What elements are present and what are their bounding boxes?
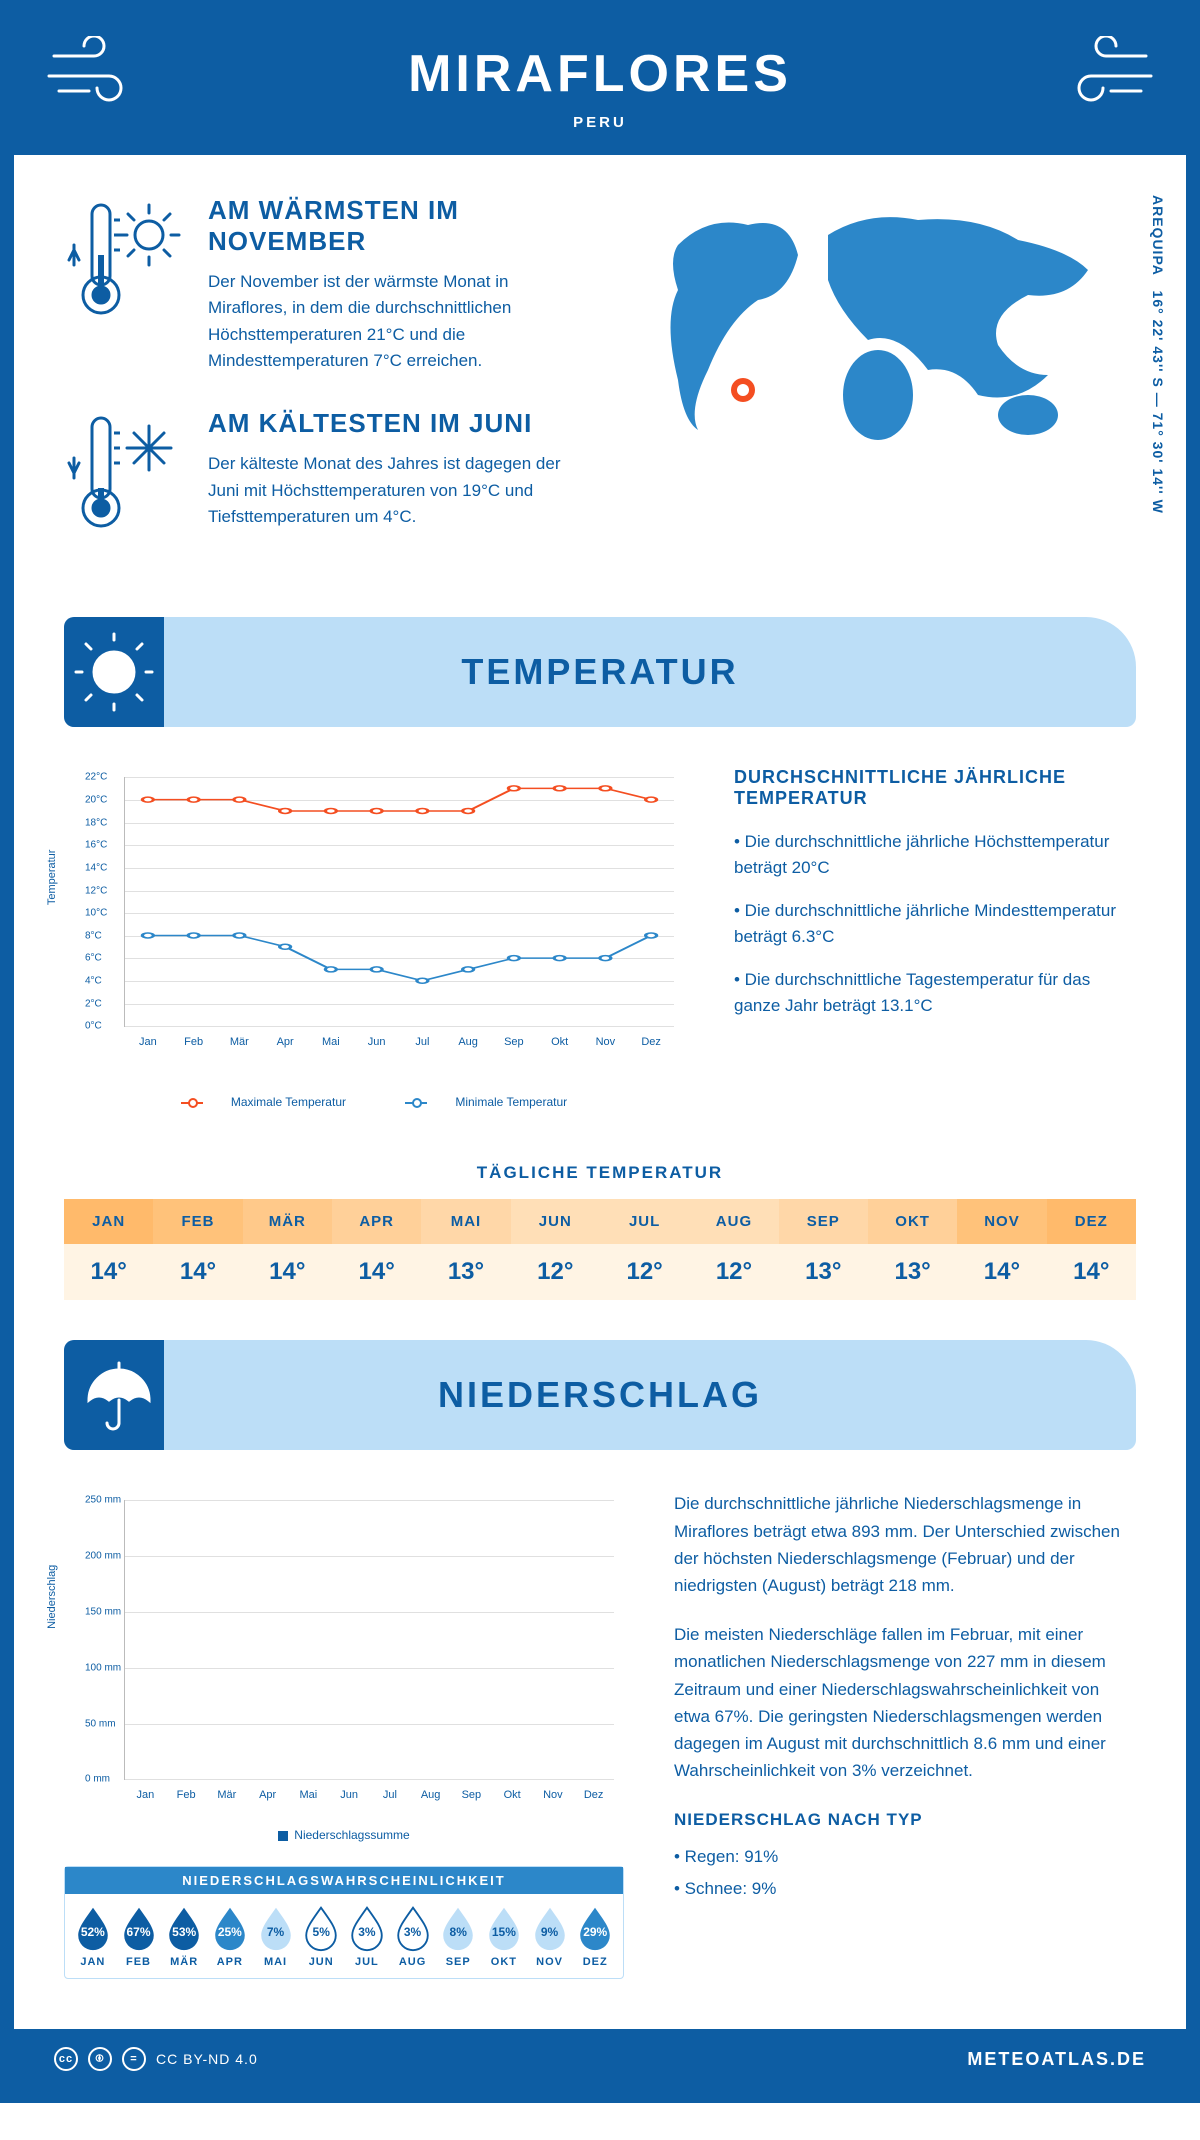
temperature-summary: DURCHSCHNITTLICHE JÄHRLICHE TEMPERATUR •… xyxy=(734,767,1136,1109)
precipitation-probability: NIEDERSCHLAGSWAHRSCHEINLICHKEIT 52% JAN … xyxy=(64,1866,624,1979)
section-banner-temperature: TEMPERATUR xyxy=(64,617,1136,727)
drop-icon: 9% xyxy=(531,1904,569,1952)
precipitation-bar-chart: Niederschlag JanFebMärAprMaiJunJulAugSep… xyxy=(64,1490,624,1820)
daily-temp-title: TÄGLICHE TEMPERATUR xyxy=(14,1163,1186,1183)
coordinates: AREQUIPA 16° 22' 43'' S — 71° 30' 14'' W xyxy=(1150,195,1166,514)
warmest-title: AM WÄRMSTEN IM NOVEMBER xyxy=(208,195,580,257)
drop-icon: 8% xyxy=(439,1904,477,1952)
coldest-title: AM KÄLTESTEN IM JUNI xyxy=(208,408,580,439)
nd-icon: = xyxy=(122,2047,146,2071)
chart-legend: Maximale Temperatur Minimale Temperatur xyxy=(64,1095,684,1109)
warmest-block: AM WÄRMSTEN IM NOVEMBER Der November ist… xyxy=(64,195,580,374)
drop-icon: 29% xyxy=(576,1904,614,1952)
drop-icon: 53% xyxy=(165,1904,203,1952)
sun-icon xyxy=(64,617,164,727)
cc-icon: cc xyxy=(54,2047,78,2071)
drop-icon: 7% xyxy=(257,1904,295,1952)
umbrella-icon xyxy=(64,1340,164,1450)
daily-temp-table: JANFEBMÄRAPRMAIJUNJULAUGSEPOKTNOVDEZ 14°… xyxy=(64,1199,1136,1300)
drop-icon: 67% xyxy=(120,1904,158,1952)
page-subtitle: PERU xyxy=(34,114,1166,131)
wind-icon xyxy=(1046,36,1156,111)
footer: cc 🅯 = CC BY-ND 4.0 METEOATLAS.DE xyxy=(14,2029,1186,2089)
section-title: TEMPERATUR xyxy=(461,651,738,693)
thermometer-sun-icon xyxy=(64,195,184,374)
section-banner-precip: NIEDERSCHLAG xyxy=(64,1340,1136,1450)
chart-legend: Niederschlagssumme xyxy=(64,1828,624,1842)
header: MIRAFLORES PERU xyxy=(14,14,1186,155)
drop-icon: 3% xyxy=(394,1904,432,1952)
drop-icon: 25% xyxy=(211,1904,249,1952)
wind-icon xyxy=(44,36,154,111)
drop-icon: 5% xyxy=(302,1904,340,1952)
world-map-icon xyxy=(620,195,1136,480)
brand: METEOATLAS.DE xyxy=(967,2049,1146,2070)
drop-icon: 15% xyxy=(485,1904,523,1952)
section-title: NIEDERSCHLAG xyxy=(438,1374,762,1416)
coldest-block: AM KÄLTESTEN IM JUNI Der kälteste Monat … xyxy=(64,408,580,543)
drop-icon: 3% xyxy=(348,1904,386,1952)
warmest-text: Der November ist der wärmste Monat in Mi… xyxy=(208,269,580,374)
attribution-icon: 🅯 xyxy=(88,2047,112,2071)
page-title: MIRAFLORES xyxy=(34,44,1166,104)
temperature-line-chart: Temperatur 0°C2°C4°C6°C8°C10°C12°C14°C16… xyxy=(64,767,684,1109)
coldest-text: Der kälteste Monat des Jahres ist dagege… xyxy=(208,451,580,530)
thermometer-snow-icon xyxy=(64,408,184,543)
license-text: CC BY-ND 4.0 xyxy=(156,2051,258,2067)
drop-icon: 52% xyxy=(74,1904,112,1952)
precipitation-summary: Die durchschnittliche jährliche Niedersc… xyxy=(674,1490,1136,1979)
